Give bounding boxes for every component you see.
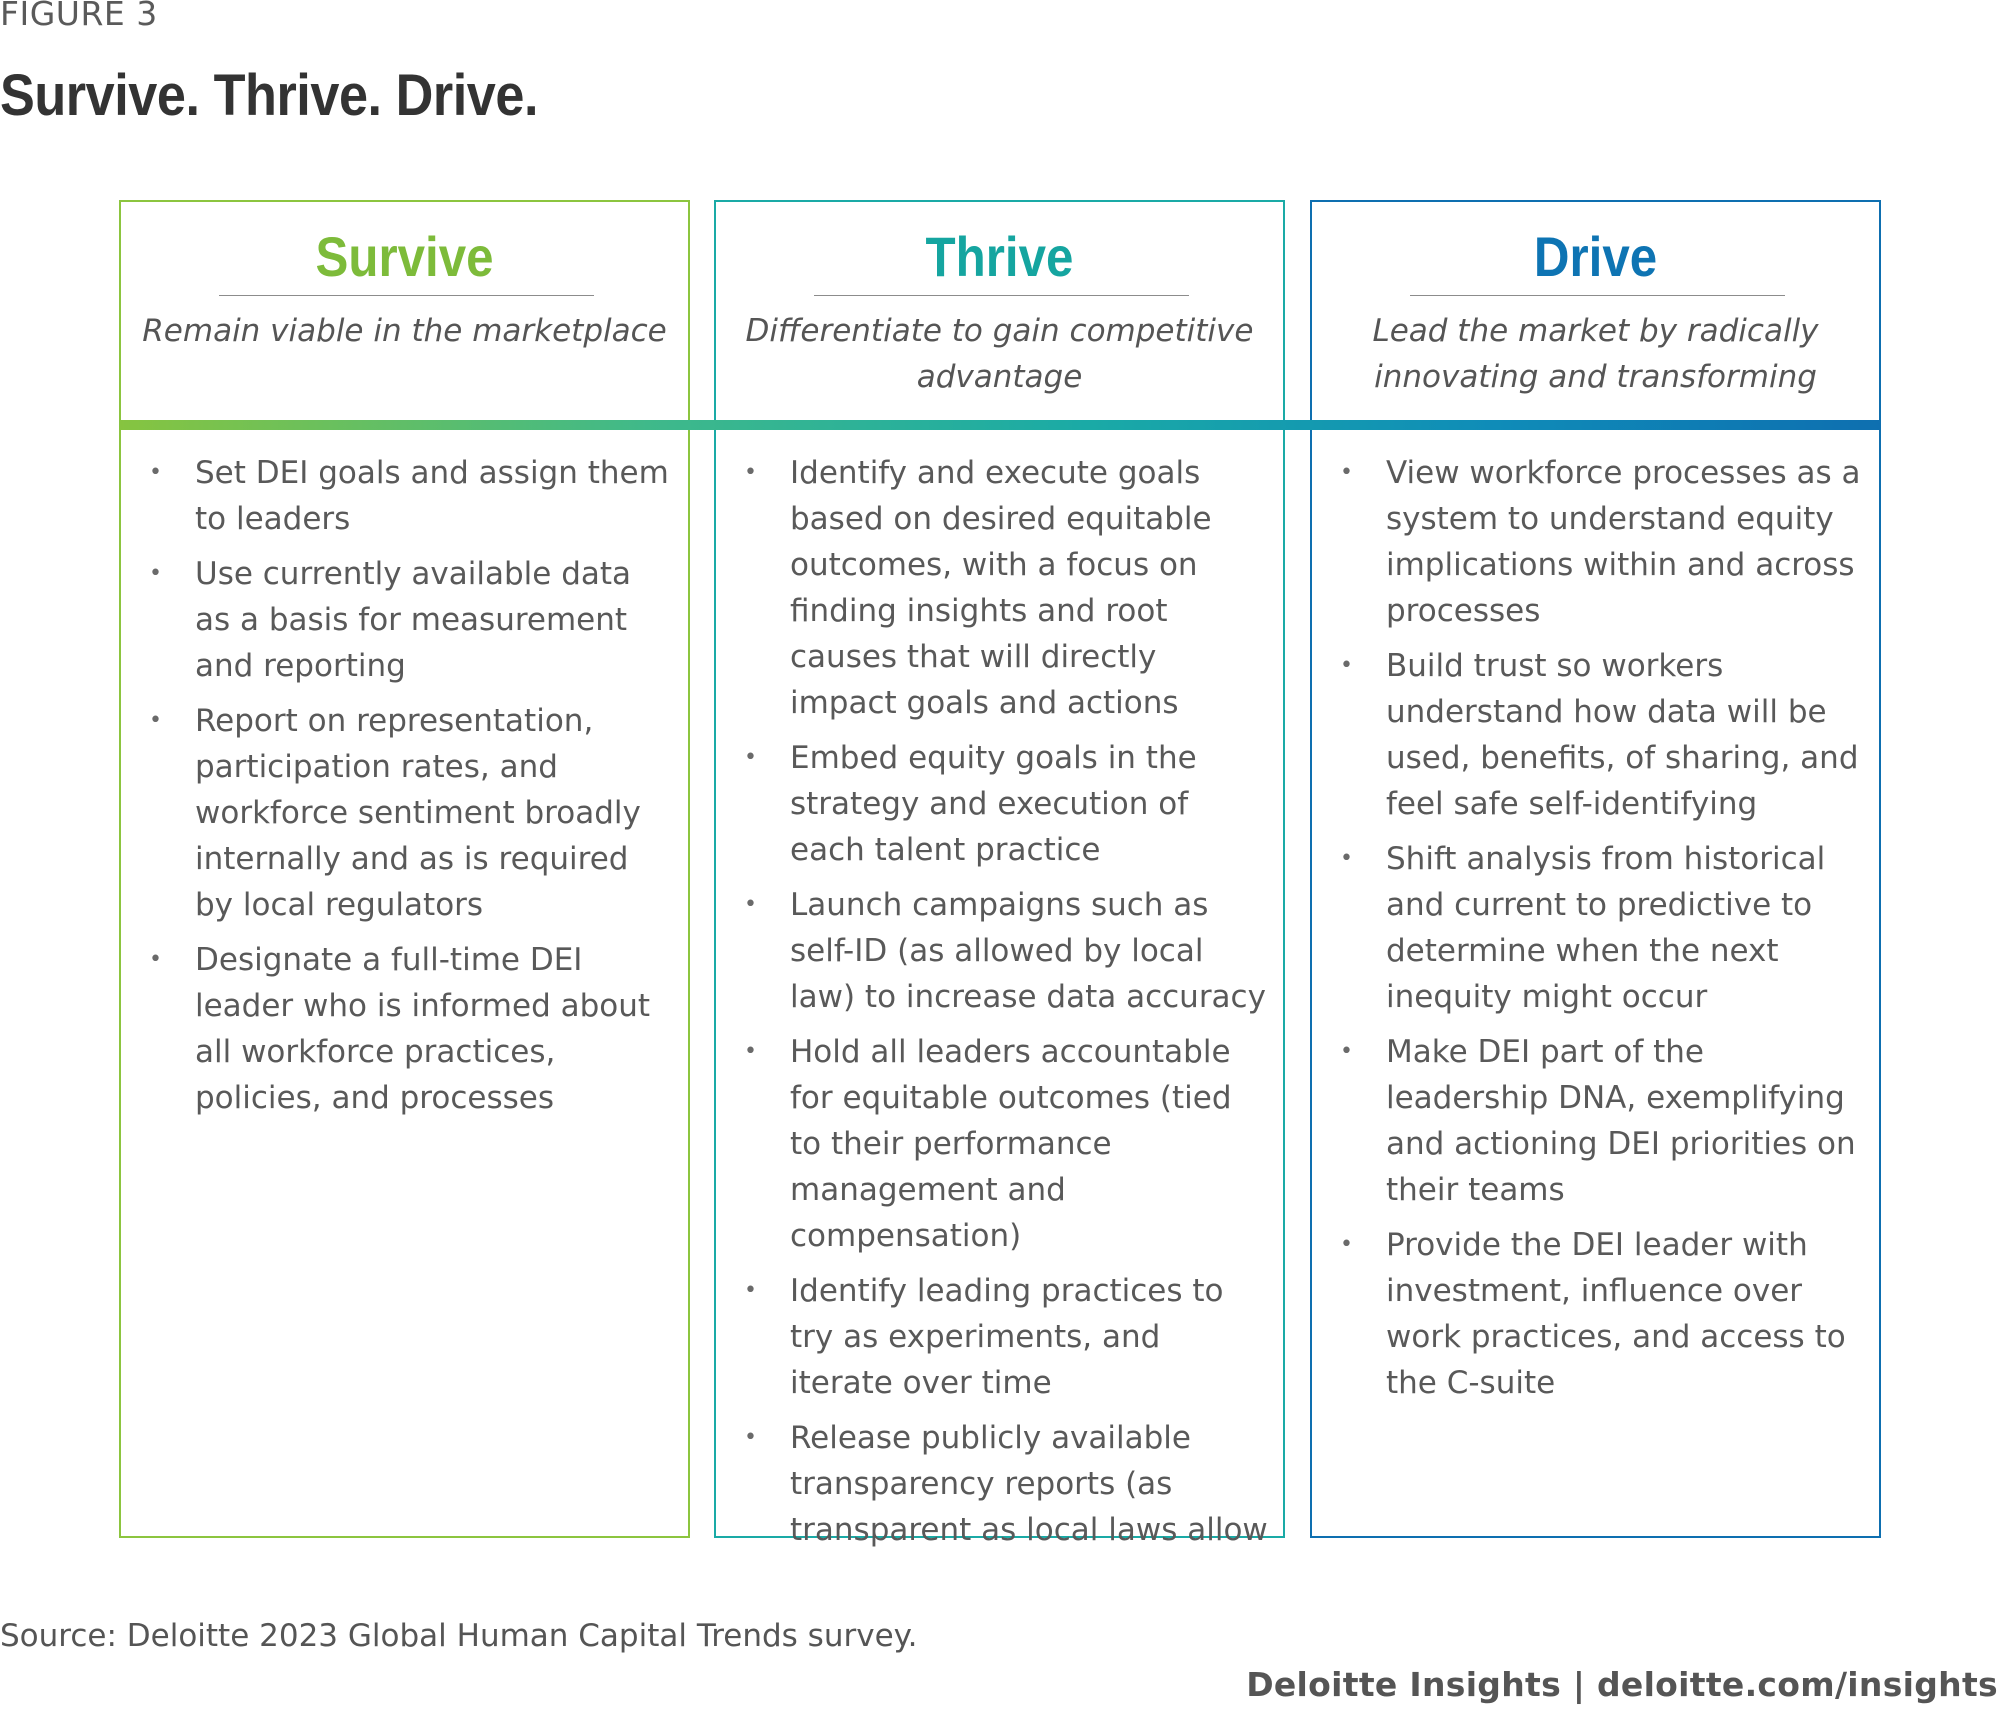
bullet-list: Identify and execute goals based on desi… [744,450,1269,1562]
list-item: Build trust so workers understand how da… [1340,643,1865,827]
column-header: Thrive Differentiate to gain competitive… [716,202,1283,424]
list-item: Report on representation, participation … [149,698,674,928]
column-description: Remain viable in the marketplace [142,313,667,349]
column-drive: Drive Lead the market by radically innov… [1310,200,1881,1538]
column-header: Drive Lead the market by radically innov… [1312,202,1879,424]
publisher-credit: Deloitte Insights | deloitte.com/insight… [1246,1665,1998,1704]
list-item: Make DEI part of the leadership DNA, exe… [1340,1029,1865,1213]
list-item: Identify and execute goals based on desi… [744,450,1269,726]
title-divider [219,295,594,296]
list-item: Shift analysis from historical and curre… [1340,836,1865,1020]
column-description: Differentiate to gain competitive advant… [745,313,1254,395]
column-title: Thrive [925,225,1074,288]
list-item: Embed equity goals in the strategy and e… [744,735,1269,873]
list-item: Set DEI goals and assign them to leaders [149,450,674,542]
column-header: Survive Remain viable in the marketplace [121,202,688,424]
source-note: Source: Deloitte 2023 Global Human Capit… [0,1618,918,1654]
column-description: Lead the market by radically innovating … [1372,313,1819,395]
list-item: View workforce processes as a system to … [1340,450,1865,634]
list-item: Identify leading practices to try as exp… [744,1268,1269,1406]
gradient-divider [119,420,1881,430]
title-divider [1410,295,1785,296]
column-survive: Survive Remain viable in the marketplace… [119,200,690,1538]
column-title: Survive [315,225,494,288]
bullet-list: View workforce processes as a system to … [1340,450,1865,1415]
list-item: Hold all leaders accountable for equitab… [744,1029,1269,1259]
title-divider [814,295,1189,296]
list-item: Release publicly available transparency … [744,1415,1269,1553]
figure-title: Survive. Thrive. Drive. [0,63,539,128]
column-title: Drive [1533,225,1658,288]
list-item: Provide the DEI leader with investment, … [1340,1222,1865,1406]
list-item: Launch campaigns such as self-ID (as all… [744,882,1269,1020]
list-item: Designate a full-time DEI leader who is … [149,937,674,1121]
bullet-list: Set DEI goals and assign them to leaders… [149,450,674,1130]
column-thrive: Thrive Differentiate to gain competitive… [714,200,1285,1548]
figure-label: FIGURE 3 [0,0,158,33]
list-item: Use currently available data as a basis … [149,551,674,689]
